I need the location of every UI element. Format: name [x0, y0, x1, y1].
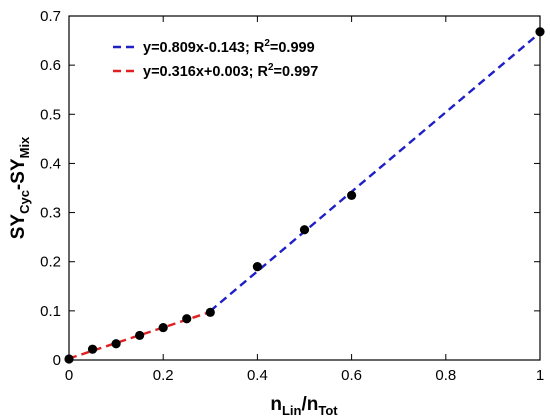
y-tick-label: 0.7 [40, 8, 61, 25]
legend-entry: y=0.809x-0.143; R2=0.999 [143, 38, 315, 56]
fit-lines [68, 31, 541, 360]
data-point [135, 330, 145, 341]
legend-entry: y=0.316x+0.003; R2=0.997 [143, 62, 318, 80]
x-tick-label: 0.6 [341, 367, 362, 384]
y-tick-label: 0.2 [40, 254, 61, 271]
legend: y=0.809x-0.143; R2=0.999 y=0.316x+0.003; … [113, 38, 318, 80]
plot-frame [68, 15, 541, 361]
data-point [535, 27, 545, 37]
y-tick-label: 0.3 [40, 205, 61, 222]
data-point [87, 344, 98, 354]
data-point [182, 314, 192, 324]
data-point [158, 322, 168, 333]
data-points [64, 27, 545, 364]
data-point [347, 190, 357, 200]
x-tick-label: 0 [65, 367, 73, 384]
y-tick-label: 0.4 [40, 155, 61, 172]
y-axis-title: SYCyc-SYMix [8, 136, 32, 239]
data-point [111, 339, 121, 349]
x-tick-label: 0.4 [247, 367, 268, 384]
data-point [252, 262, 262, 272]
data-point [64, 354, 74, 364]
y-tick-label: 0 [53, 352, 61, 369]
fit-line-0 [209, 31, 541, 312]
axis-ticks: 0 0.2 0.4 0.6 0.8 1 0 0.1 0.2 0.3 0.4 0.5 0.6 0.7 [40, 8, 544, 384]
y-tick-label: 0.6 [40, 57, 61, 74]
x-axis-title: nLin/nTot [270, 394, 338, 418]
x-tick-label: 0.2 [153, 367, 174, 384]
y-tick-label: 0.5 [40, 106, 61, 123]
x-tick-label: 1 [536, 367, 544, 384]
x-tick-label: 0.8 [435, 367, 456, 384]
data-point [205, 307, 215, 317]
data-point [299, 225, 310, 235]
y-tick-label: 0.1 [40, 303, 61, 320]
